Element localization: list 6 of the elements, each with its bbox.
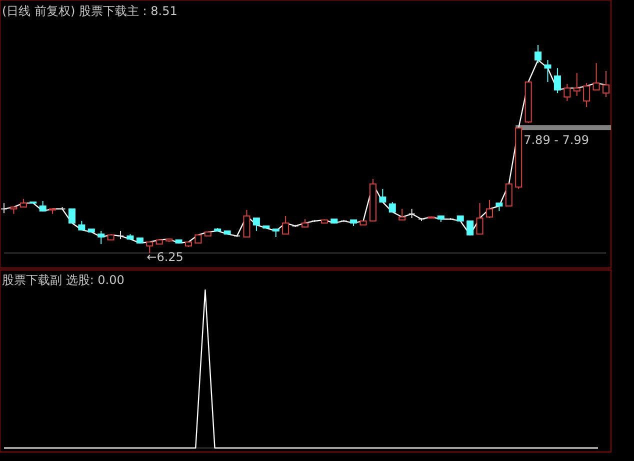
- chart-title: (日线 前复权) 股票下载主 : 8.51: [2, 4, 178, 18]
- candlestick: [573, 72, 580, 96]
- band-label: 7.89 - 7.99: [524, 133, 590, 148]
- annotation: ←6.25: [146, 250, 184, 264]
- chart-title: 股票下载副 选股: 0.00: [2, 273, 124, 287]
- candlestick: [544, 59, 552, 83]
